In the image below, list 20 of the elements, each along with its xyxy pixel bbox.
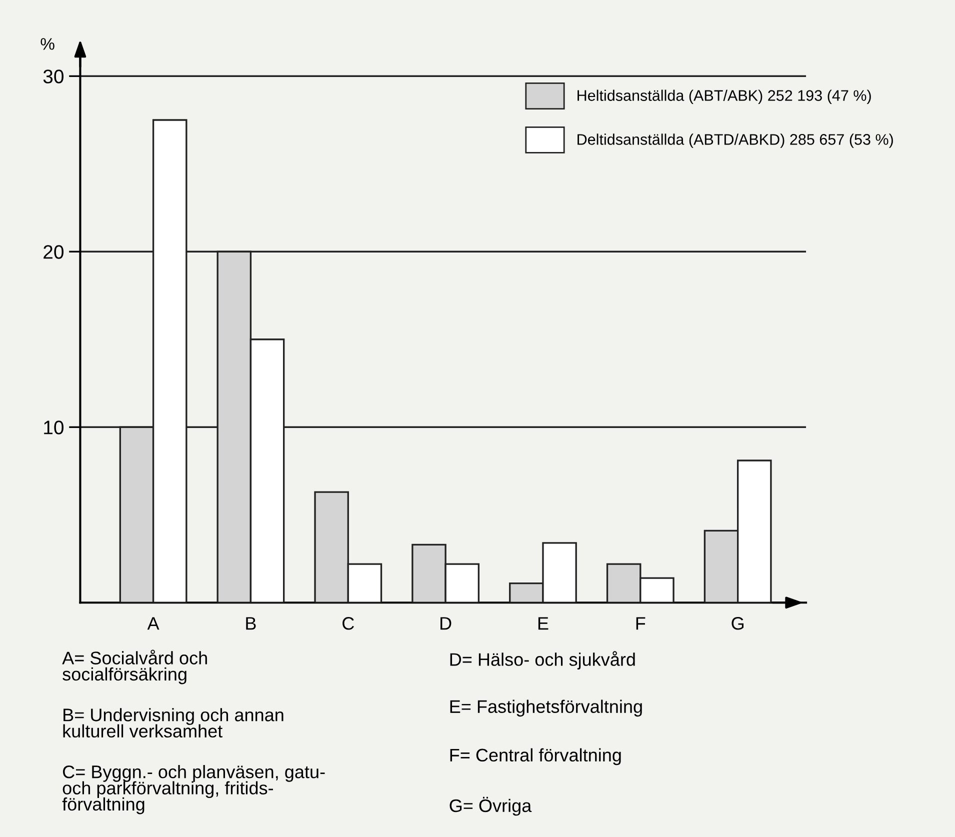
x-tick-label: B bbox=[246, 617, 256, 630]
x-tick-label: G bbox=[732, 617, 744, 630]
y-tick-label: 10 bbox=[44, 420, 64, 434]
x-tick-label: E bbox=[538, 617, 548, 630]
text: A= Socialvård och socialförsäkring bbox=[62, 650, 207, 684]
text: B= Undervisning och annan kulturell verksamhet bbox=[63, 708, 284, 738]
x-tick-label: A bbox=[147, 617, 160, 630]
legend-label: Heltidsanställda (ABT/ABK) 252 193 (47 %) bbox=[578, 90, 871, 104]
y-tick-label: 20 bbox=[44, 245, 64, 259]
legend-label: Deltidsanställda (ABTD/ABKD) 285 657 (53 %) bbox=[578, 134, 893, 148]
text: F= Central förvaltning bbox=[450, 748, 621, 766]
x-tick-label: C bbox=[342, 617, 354, 630]
y-tick-label: 30 bbox=[43, 70, 64, 84]
x-tick-label: D bbox=[440, 617, 452, 630]
text: G= Övriga bbox=[450, 796, 532, 816]
text: E= Fastighetsförvaltning bbox=[450, 700, 642, 717]
text: C= Byggn.- och planväsen, gatu- och parkförvaltning, fritids- förvaltning bbox=[62, 765, 325, 814]
y-axis-title: % bbox=[40, 38, 54, 50]
x-tick-label: F bbox=[636, 617, 646, 630]
text: D= Hälso- och sjukvård bbox=[450, 651, 635, 670]
